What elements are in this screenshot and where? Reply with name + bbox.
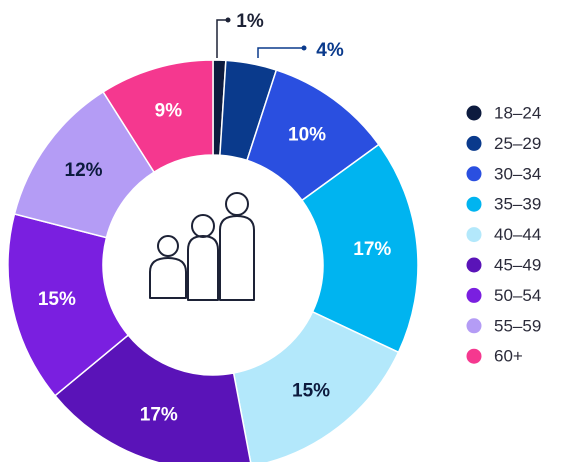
people-icon — [149, 192, 255, 301]
legend-swatch — [466, 105, 482, 121]
value-label: 10% — [288, 125, 326, 146]
slice — [53, 334, 252, 462]
slice — [102, 59, 214, 174]
value-label: 17% — [353, 239, 391, 260]
legend-swatch — [466, 227, 482, 243]
value-label: 12% — [65, 160, 103, 181]
legend-swatch — [466, 318, 482, 334]
legend-swatch — [466, 135, 482, 151]
donut — [7, 59, 419, 462]
value-label: 15% — [38, 289, 76, 310]
legend-swatch — [466, 257, 482, 273]
legend-label: 40–44 — [494, 225, 541, 244]
value-label: 4% — [316, 40, 344, 61]
leader-dot — [301, 45, 307, 51]
value-label: 1% — [236, 11, 264, 32]
legend-label: 30–34 — [494, 164, 541, 183]
legend-label: 25–29 — [494, 134, 541, 153]
slice — [300, 143, 419, 354]
value-label: 15% — [292, 380, 330, 401]
legend-label: 35–39 — [494, 195, 541, 214]
legend-label: 45–49 — [494, 255, 541, 274]
value-label: 9% — [155, 100, 183, 121]
legend-swatch — [466, 287, 482, 303]
legend-label: 50–54 — [494, 286, 541, 305]
leader-line — [257, 47, 304, 58]
slice — [232, 310, 400, 462]
legend-label: 18–24 — [494, 103, 541, 122]
value-label: 17% — [140, 405, 178, 426]
legend-swatch — [466, 166, 482, 182]
leader-dot — [225, 17, 231, 23]
labels: 1% 4% 10% 17% 15% 17% 15% 12% 9% 18–24 25–29 30–34 3… — [38, 11, 541, 426]
legend-swatch — [466, 196, 482, 212]
legend-label: 60+ — [494, 347, 523, 366]
legend-label: 55–59 — [494, 316, 541, 335]
leader-line — [216, 19, 228, 58]
slice — [7, 213, 130, 397]
legend-swatch — [466, 348, 482, 364]
